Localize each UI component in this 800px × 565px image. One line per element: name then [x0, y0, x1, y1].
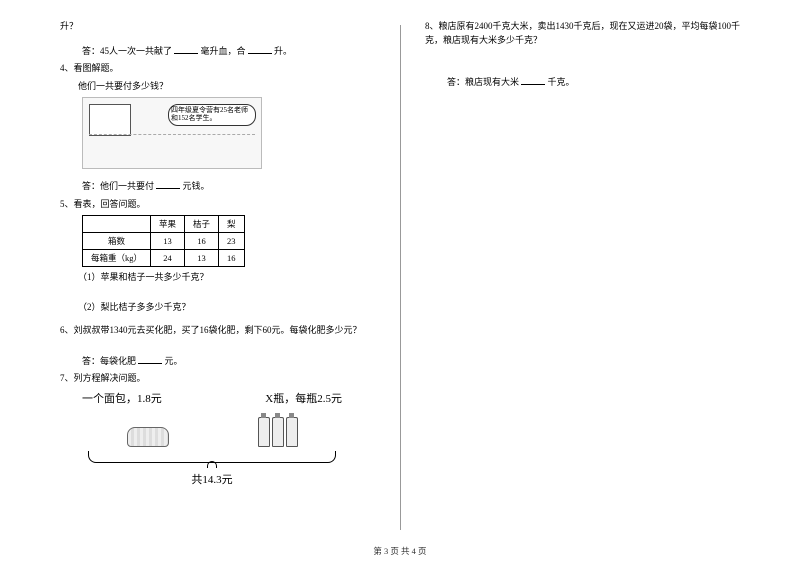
q7-total: 共14.3元	[82, 471, 342, 487]
table-header-row: 苹果 桔子 梨	[83, 216, 245, 233]
q5-title: 5、看表，回答问题。	[60, 198, 385, 212]
cell: 每箱重（kg）	[83, 250, 151, 267]
cell: 13	[151, 233, 185, 250]
q7-right-label: X瓶，每瓶2.5元	[265, 390, 342, 406]
q5-sub1: （1）苹果和桔子一共多少千克？	[78, 271, 385, 285]
q4-title: 4、看图解题。	[60, 62, 385, 76]
q4-ans-a: 答：他们一共要付	[82, 181, 154, 191]
q4-sub: 他们一共要付多少钱？	[78, 80, 385, 94]
left-column: 升？ 答：45人一次一共献了 毫升血，合 升。 4、看图解题。 他们一共要付多少…	[60, 20, 405, 540]
table-row: 每箱重（kg） 24 13 16	[83, 250, 245, 267]
bottle-icon	[272, 417, 284, 447]
q4-ans-b: 元钱。	[183, 181, 210, 191]
table-row: 箱数 13 16 23	[83, 233, 245, 250]
q3-ans-a: 答：45人一次一共献了	[82, 46, 172, 56]
cell: 16	[219, 250, 245, 267]
q4-figure-crowd	[89, 134, 255, 164]
q5-table: 苹果 桔子 梨 箱数 13 16 23 每箱重（kg） 24 13 16	[82, 215, 245, 267]
q3-ans-c: 升。	[274, 46, 292, 56]
q6-ans-a: 答：每袋化肥	[82, 356, 136, 366]
q7-figure: 一个面包，1.8元 X瓶，每瓶2.5元 共14.3元	[82, 390, 342, 487]
th-pear: 梨	[219, 216, 245, 233]
th-apple: 苹果	[151, 216, 185, 233]
q6-ans-b: 元。	[165, 356, 183, 366]
q3-blank-2	[248, 44, 272, 54]
cell: 箱数	[83, 233, 151, 250]
q6-blank	[138, 354, 162, 364]
q3-answer: 答：45人一次一共献了 毫升血，合 升。	[60, 44, 385, 59]
q4-figure-sign: 四年级夏令营有25名老师和152名学生。	[168, 104, 256, 126]
bread-icon	[127, 427, 169, 447]
q8: 8、粮店原有2400千克大米，卖出1430千克后，现在又运进20袋，平均每袋10…	[425, 20, 750, 47]
q4-blank	[156, 179, 180, 189]
q7-title: 7、列方程解决问题。	[60, 372, 385, 386]
right-column: 8、粮店原有2400千克大米，卖出1430千克后，现在又运进20袋，平均每袋10…	[405, 20, 750, 540]
cell: 24	[151, 250, 185, 267]
column-divider	[400, 25, 401, 530]
q-prev-tail: 升？	[60, 20, 385, 34]
cell: 13	[185, 250, 219, 267]
q7-labels: 一个面包，1.8元 X瓶，每瓶2.5元	[82, 390, 342, 406]
th-orange: 桔子	[185, 216, 219, 233]
th-blank	[83, 216, 151, 233]
q3-blank-1	[174, 44, 198, 54]
q4-answer: 答：他们一共要付 元钱。	[60, 179, 385, 194]
page-footer: 第 3 页 共 4 页	[0, 545, 800, 557]
cell: 23	[219, 233, 245, 250]
bottle-icon	[286, 417, 298, 447]
q4-figure: 四年级夏令营有25名老师和152名学生。	[82, 97, 262, 169]
q6: 6、刘叔叔带1340元去买化肥，买了16袋化肥，剩下60元。每袋化肥多少元？	[60, 324, 385, 338]
q7-images	[82, 412, 342, 447]
cell: 16	[185, 233, 219, 250]
q5-sub2: （2）梨比桔子多多少千克？	[78, 301, 385, 315]
q8-ans-b: 千克。	[548, 77, 575, 87]
bottles-icon	[258, 417, 298, 447]
q6-answer: 答：每袋化肥 元。	[60, 354, 385, 369]
q8-answer: 答：粮店现有大米 千克。	[425, 75, 750, 90]
q8-ans-a: 答：粮店现有大米	[447, 77, 519, 87]
bottle-icon	[258, 417, 270, 447]
q8-blank	[521, 75, 545, 85]
brace-icon	[88, 451, 336, 463]
q3-ans-b: 毫升血，合	[201, 46, 246, 56]
q7-left-label: 一个面包，1.8元	[82, 390, 162, 406]
